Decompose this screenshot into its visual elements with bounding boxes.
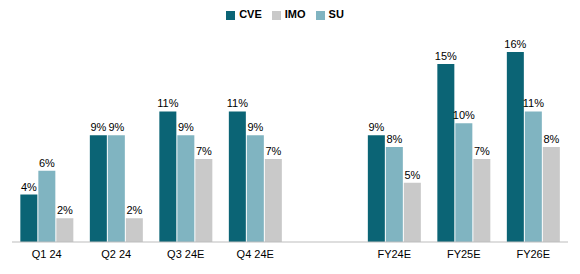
svg-text:4%: 4% [21,181,37,193]
svg-text:2%: 2% [57,204,73,216]
svg-text:Q3 24E: Q3 24E [167,248,204,260]
svg-text:8%: 8% [386,133,402,145]
svg-text:7%: 7% [265,145,281,157]
svg-text:FY24E: FY24E [377,248,411,260]
svg-text:15%: 15% [435,50,457,62]
svg-text:16%: 16% [504,38,526,50]
svg-text:Q1 24: Q1 24 [32,248,62,260]
svg-text:Q4 24E: Q4 24E [237,248,274,260]
svg-text:11%: 11% [523,97,544,109]
svg-text:9%: 9% [108,121,124,133]
svg-text:8%: 8% [543,133,559,145]
svg-text:FY25E: FY25E [447,248,481,260]
svg-text:9%: 9% [90,121,106,133]
svg-text:7%: 7% [474,145,490,157]
html-text:IMO: IMO [284,8,306,20]
html-text:CVE: CVE [239,8,262,20]
svg-text:5%: 5% [404,169,420,181]
svg-text:Q2 24: Q2 24 [101,248,131,260]
svg-text:FY26E: FY26E [516,248,550,260]
html-text:SU: SU [328,8,344,20]
svg-text:11%: 11% [227,97,248,109]
svg-text:10%: 10% [453,109,475,121]
svg-text:7%: 7% [196,145,212,157]
svg-text:6%: 6% [39,157,55,169]
svg-text:9%: 9% [247,121,263,133]
svg-text:11%: 11% [157,97,178,109]
svg-text:2%: 2% [126,204,142,216]
svg-text:9%: 9% [178,121,194,133]
svg-text:9%: 9% [368,121,384,133]
